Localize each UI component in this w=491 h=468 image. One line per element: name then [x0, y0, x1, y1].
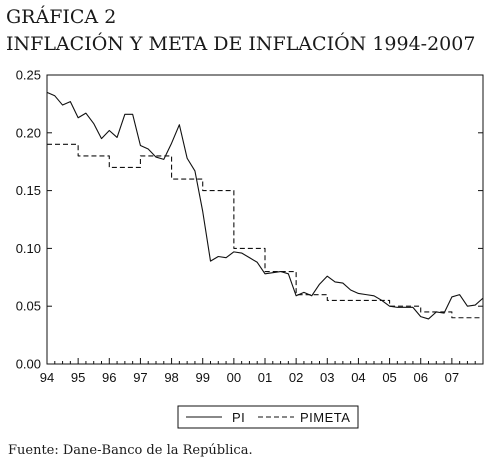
x-tick-label: 00: [227, 370, 241, 385]
series-line-pi: [46, 91, 484, 320]
y-tick-label: 0.15: [16, 183, 41, 198]
legend: PI PIMETA: [177, 405, 359, 429]
x-tick-label: 07: [445, 370, 459, 385]
x-tick-label: 99: [195, 370, 209, 385]
x-tick-label: 02: [289, 370, 303, 385]
x-tick-label: 95: [71, 370, 85, 385]
plot-border: [46, 74, 484, 365]
x-tick-label: 97: [133, 370, 147, 385]
x-tick-label: 94: [40, 370, 54, 385]
source-note: Fuente: Dane-Banco de la República.: [8, 443, 253, 458]
x-axis: 94 95 96 97 98 99 00 01 02 03 04 05 06 07: [40, 358, 484, 385]
x-tick-label: 03: [320, 370, 334, 385]
x-tick-label: 06: [413, 370, 427, 385]
y-tick-label: 0.20: [16, 125, 41, 140]
legend-label-pimeta: PIMETA: [300, 410, 350, 425]
x-tick-label: 96: [102, 370, 116, 385]
x-tick-label: 04: [351, 370, 365, 385]
plot-frame: [46, 74, 484, 365]
y-tick-label: 0.00: [16, 357, 41, 372]
y-axis: 0.00 0.05 0.10 0.15 0.20 0.25: [16, 68, 483, 372]
x-tick-label: 01: [258, 370, 272, 385]
series-line-pimeta: [47, 143, 483, 319]
series-layer: [46, 91, 484, 320]
x-tick-label: 05: [382, 370, 396, 385]
y-tick-label: 0.05: [16, 299, 41, 314]
legend-label-pi: PI: [232, 410, 245, 425]
y-tick-label: 0.25: [16, 68, 41, 83]
chart-number: GRÁFICA 2: [6, 6, 117, 28]
chart-title: INFLACIÓN Y META DE INFLACIÓN 1994-2007: [6, 33, 476, 55]
x-tick-label: 98: [164, 370, 178, 385]
y-tick-label: 0.10: [16, 241, 41, 256]
